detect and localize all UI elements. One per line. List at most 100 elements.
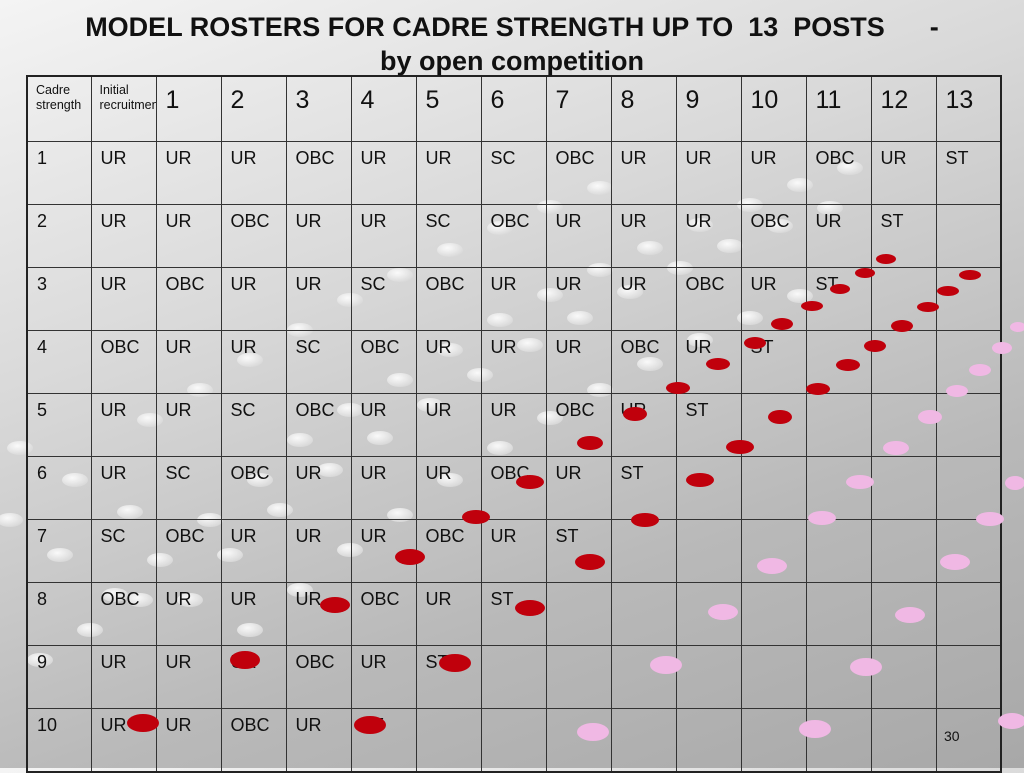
roster-cell bbox=[740, 456, 807, 520]
roster-cell: OBC bbox=[350, 330, 417, 394]
roster-cell: ST bbox=[415, 645, 482, 709]
roster-cell: OBC bbox=[285, 141, 352, 205]
header-post-2: 2 bbox=[220, 75, 287, 142]
roster-cell: UR bbox=[415, 330, 482, 394]
roster-cell: OBC bbox=[285, 393, 352, 457]
roster-cell: SC bbox=[90, 519, 157, 583]
roster-cell: UR bbox=[675, 330, 742, 394]
roster-cell: UR bbox=[155, 393, 222, 457]
roster-cell: OBC bbox=[220, 204, 287, 268]
roster-cell: UR bbox=[675, 141, 742, 205]
roster-cell: UR bbox=[155, 330, 222, 394]
roster-cell bbox=[740, 393, 807, 457]
cadre-strength-cell: 8 bbox=[26, 582, 92, 646]
roster-cell bbox=[805, 456, 872, 520]
roster-cell: UR bbox=[480, 393, 547, 457]
roster-cell: UR bbox=[480, 267, 547, 331]
table-row: 5 UR UR SC OBC UR UR UR OBC UR ST bbox=[26, 393, 1002, 457]
roster-cell: OBC bbox=[610, 330, 677, 394]
cadre-strength-cell: 5 bbox=[26, 393, 92, 457]
roster-cell: SC bbox=[350, 267, 417, 331]
roster-cell bbox=[935, 330, 1002, 394]
roster-cell: UR bbox=[350, 645, 417, 709]
roster-cell bbox=[740, 519, 807, 583]
cadre-strength-cell: 6 bbox=[26, 456, 92, 520]
roster-cell: UR bbox=[350, 393, 417, 457]
roster-cell bbox=[610, 519, 677, 583]
roster-cell: ST bbox=[480, 582, 547, 646]
roster-cell: ST bbox=[350, 708, 417, 772]
header-post-10: 10 bbox=[740, 75, 807, 142]
roster-cell: UR bbox=[350, 456, 417, 520]
roster-cell: UR bbox=[805, 204, 872, 268]
roster-cell: UR bbox=[155, 204, 222, 268]
roster-cell: OBC bbox=[155, 267, 222, 331]
roster-cell: ST bbox=[545, 519, 612, 583]
roster-cell: UR bbox=[415, 141, 482, 205]
roster-cell bbox=[610, 708, 677, 772]
roster-cell bbox=[935, 582, 1002, 646]
roster-cell bbox=[870, 708, 937, 772]
page-number: 30 bbox=[944, 728, 960, 744]
roster-cell: UR bbox=[90, 141, 157, 205]
roster-cell: UR bbox=[610, 393, 677, 457]
roster-cell bbox=[480, 645, 547, 709]
header-initial-recruitment: Initial recruitment bbox=[90, 75, 157, 142]
roster-cell bbox=[480, 708, 547, 772]
table-row: 9 UR UR UR OBC UR ST bbox=[26, 645, 1002, 709]
roster-cell: UR bbox=[285, 267, 352, 331]
cadre-strength-cell: 4 bbox=[26, 330, 92, 394]
table-row: 8 OBC UR UR UR OBC UR ST bbox=[26, 582, 1002, 646]
roster-cell bbox=[935, 456, 1002, 520]
roster-cell: UR bbox=[220, 645, 287, 709]
header-post-8: 8 bbox=[610, 75, 677, 142]
roster-cell bbox=[935, 204, 1002, 268]
roster-cell: UR bbox=[545, 204, 612, 268]
roster-cell: SC bbox=[285, 330, 352, 394]
cadre-strength-cell: 9 bbox=[26, 645, 92, 709]
roster-cell: UR bbox=[90, 393, 157, 457]
roster-cell: UR bbox=[285, 708, 352, 772]
roster-cell bbox=[675, 645, 742, 709]
roster-cell: UR bbox=[415, 582, 482, 646]
roster-cell: UR bbox=[285, 582, 352, 646]
roster-cell: UR bbox=[220, 267, 287, 331]
roster-cell: UR bbox=[90, 708, 157, 772]
header-post-9: 9 bbox=[675, 75, 742, 142]
roster-cell: UR bbox=[220, 519, 287, 583]
roster-cell: OBC bbox=[415, 519, 482, 583]
roster-cell: UR bbox=[740, 141, 807, 205]
roster-cell: UR bbox=[545, 456, 612, 520]
roster-cell bbox=[805, 582, 872, 646]
roster-cell bbox=[935, 708, 1002, 772]
header-post-7: 7 bbox=[545, 75, 612, 142]
roster-cell: UR bbox=[675, 204, 742, 268]
roster-cell: UR bbox=[610, 267, 677, 331]
roster-cell bbox=[805, 393, 872, 457]
roster-cell: UR bbox=[870, 141, 937, 205]
roster-cell: SC bbox=[220, 393, 287, 457]
roster-cell bbox=[415, 708, 482, 772]
white-dot bbox=[0, 513, 23, 527]
roster-cell: ST bbox=[740, 330, 807, 394]
roster-cell: UR bbox=[90, 456, 157, 520]
table-row: 2 UR UR OBC UR UR SC OBC UR UR UR OBC UR ST bbox=[26, 204, 1002, 268]
roster-cell bbox=[870, 582, 937, 646]
roster-cell bbox=[610, 582, 677, 646]
roster-cell: UR bbox=[480, 330, 547, 394]
header-post-13: 13 bbox=[935, 75, 1002, 142]
roster-cell bbox=[675, 708, 742, 772]
roster-cell: UR bbox=[285, 519, 352, 583]
roster-cell: UR bbox=[155, 582, 222, 646]
roster-cell: UR bbox=[545, 267, 612, 331]
roster-cell bbox=[545, 708, 612, 772]
roster-cell bbox=[545, 582, 612, 646]
table-row: 4 OBC UR UR SC OBC UR UR UR OBC UR ST bbox=[26, 330, 1002, 394]
header-post-4: 4 bbox=[350, 75, 417, 142]
roster-cell: OBC bbox=[675, 267, 742, 331]
roster-cell: OBC bbox=[155, 519, 222, 583]
roster-cell bbox=[675, 519, 742, 583]
cadre-strength-cell: 7 bbox=[26, 519, 92, 583]
roster-cell: SC bbox=[480, 141, 547, 205]
roster-cell bbox=[805, 330, 872, 394]
